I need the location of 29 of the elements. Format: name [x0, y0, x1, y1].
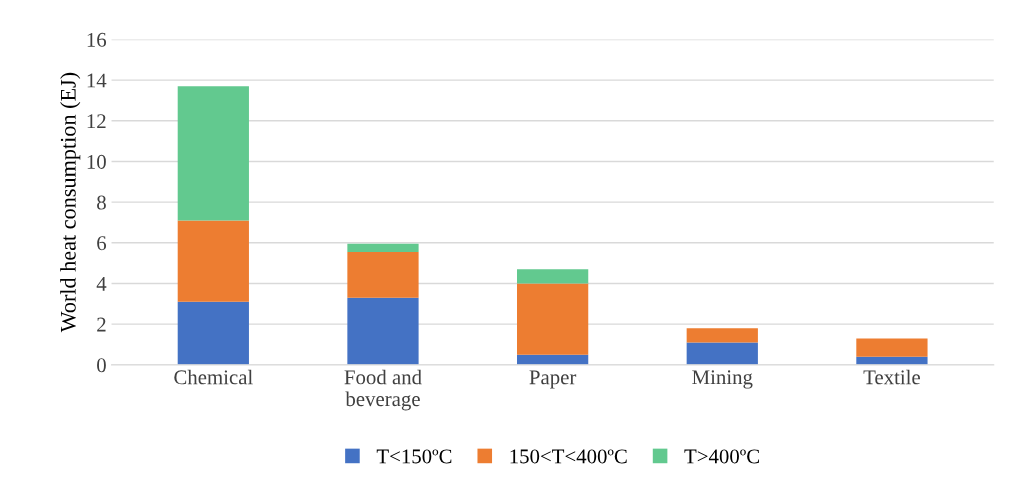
y-tick-label: 0 [97, 358, 106, 373]
bar [177, 301, 249, 365]
bar [347, 251, 419, 298]
legend-label: T<150ºC [376, 449, 452, 464]
y-tick-label: 2 [97, 317, 106, 332]
bar [686, 328, 758, 343]
bar [347, 243, 419, 252]
x-tick-label: Food and beverage [344, 369, 422, 411]
bar [177, 86, 249, 221]
x-tick-label: Mining [692, 370, 753, 389]
legend-label: T>400ºC [684, 449, 759, 464]
bar [856, 338, 928, 357]
y-tick-label: 10 [87, 154, 106, 169]
y-tick-label: 14 [87, 73, 107, 88]
y-tick-label: 8 [97, 195, 106, 210]
y-tick-label: 6 [97, 236, 107, 251]
y-tick-label: 12 [87, 114, 106, 129]
x-tick-label: Textile [863, 369, 920, 385]
bar [686, 342, 758, 365]
bar [347, 297, 419, 365]
x-tick-label: Chemical [174, 369, 253, 385]
y-tick-label: 4 [96, 276, 107, 291]
bar [177, 220, 249, 302]
y-axis-title: World heat consumption (EJ) [60, 72, 81, 333]
x-tick-label: Paper [529, 370, 577, 389]
bar [517, 269, 589, 284]
legend-label: 150<T<400ºC [510, 449, 627, 464]
y-tick-label: 16 [87, 32, 107, 47]
bar [517, 283, 589, 355]
